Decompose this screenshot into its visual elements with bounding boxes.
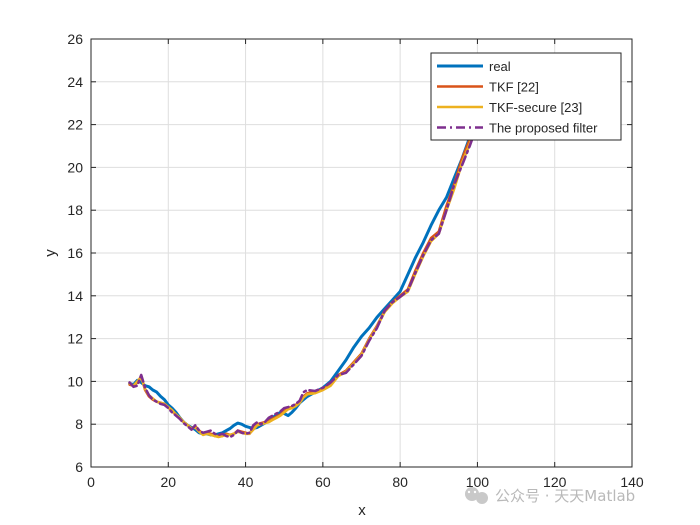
legend-entry-label: TKF [22]	[489, 80, 539, 95]
y-tick-label: 22	[67, 117, 83, 133]
x-tick-label: 80	[392, 474, 408, 490]
y-axis-label: y	[42, 249, 59, 257]
y-tick-label: 6	[75, 459, 83, 475]
x-tick-label: 120	[543, 474, 567, 490]
wechat-logo-icon	[465, 487, 488, 504]
y-tick-label: 16	[67, 245, 83, 261]
legend: real TKF [22] TKF-secure [23] The proposed …	[430, 52, 622, 141]
y-tick-label: 18	[67, 202, 83, 218]
watermark-text: 公众号 · 天天Matlab	[495, 487, 635, 505]
y-tick-label: 8	[75, 416, 83, 432]
y-tick-label: 24	[67, 74, 83, 90]
series-line-the-proposed-filter	[128, 123, 479, 439]
x-tick-label: 60	[315, 474, 331, 490]
y-tick-label: 26	[67, 31, 83, 47]
x-tick-label: 100	[466, 474, 490, 490]
y-tick-label: 12	[67, 331, 83, 347]
ticks: 0 20 40 60 80 100 120 140 6 8 10 12 14 16 18 20 22 24 26	[67, 31, 643, 490]
x-axis-label: x	[358, 502, 366, 519]
x-tick-label: 20	[160, 474, 176, 490]
series-group	[128, 114, 479, 439]
watermark: 公众号 · 天天Matlab	[465, 487, 635, 505]
y-tick-label: 20	[67, 159, 83, 175]
x-tick-label: 0	[87, 474, 95, 490]
x-tick-label: 40	[238, 474, 254, 490]
legend-entry-label: TKF-secure [23]	[489, 100, 582, 115]
legend-entry-label: The proposed filter	[489, 121, 598, 136]
y-tick-label: 10	[67, 373, 83, 389]
legend-entry-label: real	[489, 59, 511, 74]
x-tick-label: 140	[620, 474, 644, 490]
y-tick-label: 14	[67, 288, 83, 304]
